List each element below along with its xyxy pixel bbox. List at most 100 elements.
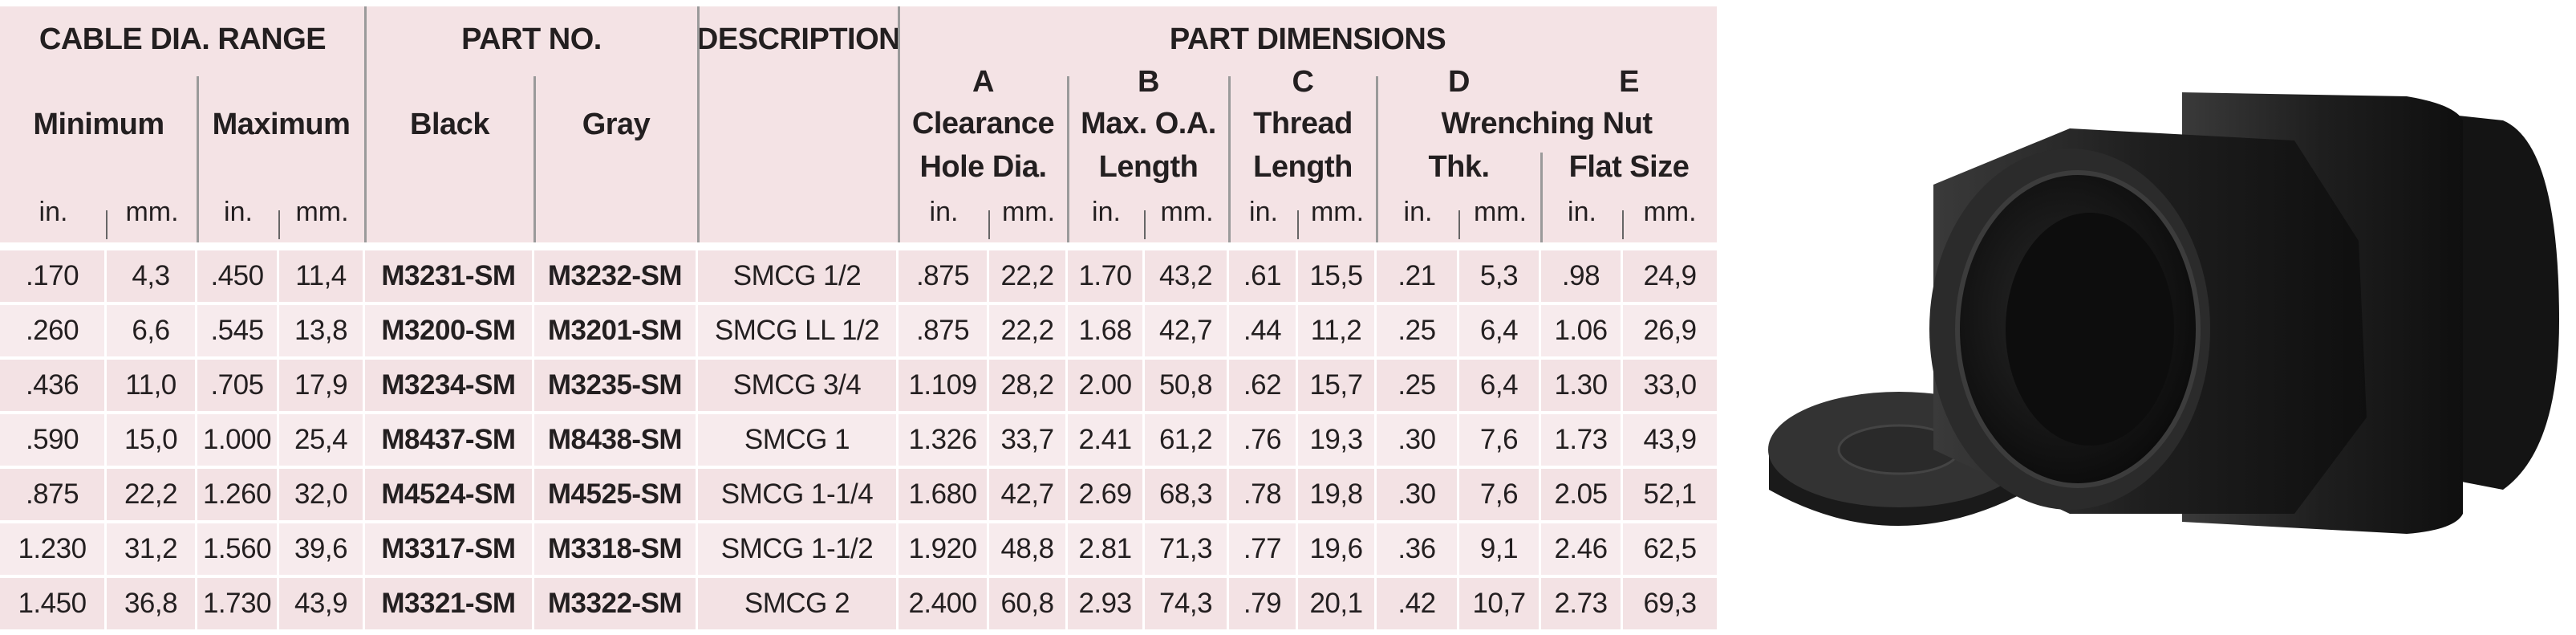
table-cell: 1.560 [197, 523, 279, 575]
sub-header: Black [410, 107, 489, 141]
table-cell: 17,9 [279, 360, 365, 411]
table-cell: 32,0 [279, 469, 365, 520]
table-cell: 2.00 [1068, 360, 1145, 411]
table-cell: 1.30 [1541, 360, 1623, 411]
table-cell: 1.06 [1541, 305, 1623, 356]
table-cell: 4,3 [107, 250, 197, 302]
group-header: CABLE DIA. RANGE [39, 22, 327, 56]
unit-tick [1144, 210, 1146, 239]
table-cell: 11,0 [107, 360, 197, 411]
table-cell: M3232-SM [534, 250, 698, 302]
table-cell: 15,0 [107, 414, 197, 466]
table-cell: 52,1 [1643, 478, 1697, 510]
table-cell: 24,9 [1643, 260, 1697, 291]
table-cell: .875 [899, 250, 989, 302]
table-cell: .436 [0, 360, 107, 411]
table-cell: 69,3 [1643, 588, 1697, 619]
table-cell: 42,7 [989, 469, 1068, 520]
table-cell: 2.400 [899, 578, 989, 629]
table-cell: 25,4 [279, 414, 365, 466]
table-cell: M3234-SM [365, 360, 534, 411]
table-cell: 68,3 [1145, 469, 1229, 520]
table-cell: 43,2 [1145, 250, 1229, 302]
header-divider [1540, 153, 1543, 242]
table-cell: 1.230 [0, 523, 107, 575]
table-cell: SMCG LL 1/2 [698, 305, 899, 356]
table-cell: 1.730 [197, 578, 279, 629]
table-cell: M3201-SM [534, 305, 698, 356]
table-cell: 6,4 [1459, 305, 1541, 356]
table-cell: 48,8 [989, 523, 1068, 575]
dimension-label: Thk. [1428, 149, 1490, 184]
unit-label: mm. [295, 196, 349, 227]
table-cell: 22,2 [989, 305, 1068, 356]
dimension-letter: C [1292, 64, 1314, 99]
table-cell: M8438-SM [534, 414, 698, 466]
header-divider [1376, 76, 1378, 242]
dimension-label: Flat Size [1568, 149, 1690, 184]
table-cell: .705 [197, 360, 279, 411]
table-cell: .30 [1377, 469, 1459, 520]
header-divider [197, 76, 199, 242]
row-background [0, 523, 1717, 575]
unit-label: mm. [1160, 196, 1214, 227]
table-cell: 2.93 [1068, 578, 1145, 629]
table-cell: M3322-SM [534, 578, 698, 629]
table-cell: M4524-SM [365, 469, 534, 520]
table-cell: M3231-SM [365, 250, 534, 302]
table-cell: 33,7 [989, 414, 1068, 466]
table-cell: 2.69 [1068, 469, 1145, 520]
table-cell: 7,6 [1459, 414, 1541, 466]
dimension-label: Max. O.A. [1081, 106, 1216, 140]
table-cell: .450 [197, 250, 279, 302]
table-cell: .875 [0, 469, 107, 520]
table-cell: .170 [0, 250, 107, 302]
table-cell: 22,2 [107, 469, 197, 520]
table-cell: 2.46 [1541, 523, 1623, 575]
table-cell: 50,8 [1145, 360, 1229, 411]
unit-label: in. [1403, 196, 1433, 227]
dimension-label: Clearance [911, 106, 1055, 140]
row-background [0, 250, 1717, 302]
table-cell: M3317-SM [365, 523, 534, 575]
table-cell: .44 [1229, 305, 1298, 356]
table-cell: 60,8 [989, 578, 1068, 629]
table-cell: M3200-SM [365, 305, 534, 356]
table-cell: .260 [0, 305, 107, 356]
header-divider [1067, 76, 1069, 242]
table-cell: .25 [1377, 305, 1459, 356]
dimension-label: Length [1098, 149, 1199, 184]
table-cell: 43,9 [1643, 424, 1697, 455]
table-cell: 1.73 [1541, 414, 1623, 466]
dimension-letter: A [972, 64, 994, 99]
table-cell: SMCG 1/2 [698, 250, 899, 302]
table-cell: 20,1 [1298, 578, 1377, 629]
table-cell: 1.450 [0, 578, 107, 629]
group-header: PART DIMENSIONS [1169, 22, 1446, 56]
dimension-letter: D [1448, 64, 1470, 99]
table-cell: M3318-SM [534, 523, 698, 575]
table-cell: 71,3 [1145, 523, 1229, 575]
table-cell: 13,8 [279, 305, 365, 356]
unit-tick [278, 210, 280, 239]
table-cell: 61,2 [1145, 414, 1229, 466]
header-background [0, 6, 1717, 242]
table-cell: SMCG 1-1/2 [698, 523, 899, 575]
table-cell: M8437-SM [365, 414, 534, 466]
row-background [0, 305, 1717, 356]
table-cell: 28,2 [989, 360, 1068, 411]
table-cell: 1.920 [899, 523, 989, 575]
header-divider [697, 6, 700, 242]
unit-label: in. [1249, 196, 1278, 227]
table-cell: 43,9 [279, 578, 365, 629]
dimension-letter: B [1138, 64, 1159, 99]
table-cell: .98 [1541, 250, 1623, 302]
table-cell: 10,7 [1459, 578, 1541, 629]
unit-tick [1458, 210, 1460, 239]
table-cell: .21 [1377, 250, 1459, 302]
header-divider [1228, 76, 1231, 242]
table-cell: 19,8 [1298, 469, 1377, 520]
row-background [0, 469, 1717, 520]
table-cell: .42 [1377, 578, 1459, 629]
